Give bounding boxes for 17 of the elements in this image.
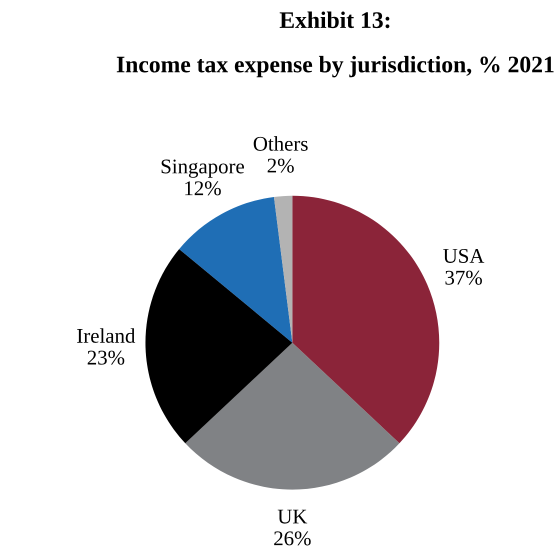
chart-title: Exhibit 13: <box>280 11 390 28</box>
slice-label: Others <box>254 136 308 151</box>
data-label: 2% <box>268 158 294 173</box>
data-label: 26% <box>274 531 311 546</box>
chart-subtitle: Income tax expense by jurisdiction, % 2021 <box>116 56 554 78</box>
data-label: 37% <box>445 270 482 285</box>
data-label: 23% <box>88 350 124 365</box>
slice-label: UK <box>278 510 308 524</box>
pie-slice <box>179 196 292 343</box>
slice-label: USA <box>443 248 484 263</box>
slice-label: Singapore <box>162 159 244 178</box>
pie-slice <box>274 196 292 343</box>
pie-slice <box>185 342 400 490</box>
pie-slice <box>146 249 292 444</box>
pie-slice <box>292 196 440 444</box>
slice-label: Ireland <box>77 328 136 343</box>
data-label: 12% <box>185 181 221 196</box>
